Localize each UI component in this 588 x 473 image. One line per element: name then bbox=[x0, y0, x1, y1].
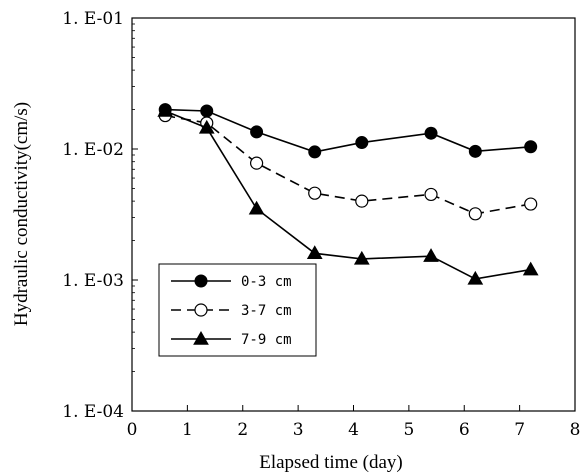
x-tick-label: 5 bbox=[403, 420, 414, 440]
data-point-series-2 bbox=[424, 187, 438, 202]
legend-label-2: 3-7 cm bbox=[241, 303, 292, 319]
x-tick-label: 2 bbox=[237, 420, 248, 440]
x-tick-label: 4 bbox=[348, 420, 359, 440]
data-point-series-1 bbox=[355, 136, 369, 150]
y-tick-label: 1. E-02 bbox=[62, 140, 124, 160]
legend-box bbox=[158, 263, 317, 357]
legend-label-3: 7-9 cm bbox=[241, 332, 292, 348]
series-line-1 bbox=[165, 108, 531, 153]
data-point-series-1 bbox=[200, 104, 214, 118]
data-point-series-3 bbox=[423, 248, 439, 262]
data-point-series-3 bbox=[198, 119, 215, 134]
data-point-series-2 bbox=[249, 156, 264, 170]
y-tick-label: 1. E-01 bbox=[62, 9, 124, 29]
legend-marker-2 bbox=[194, 303, 208, 317]
x-tick-label: 6 bbox=[459, 420, 470, 440]
data-point-series-2 bbox=[355, 194, 369, 208]
series-line-3 bbox=[164, 110, 531, 280]
data-point-series-3 bbox=[248, 200, 265, 215]
y-axis-title: Hydraulic conductivity(cm/s) bbox=[11, 102, 32, 326]
series-layer bbox=[157, 102, 539, 285]
data-point-series-3 bbox=[467, 270, 484, 285]
legend-marker-3 bbox=[193, 330, 209, 345]
data-point-series-3 bbox=[522, 261, 539, 276]
legend-label-1: 0-3 cm bbox=[241, 274, 292, 290]
x-tick-label: 7 bbox=[514, 420, 525, 440]
data-point-series-2 bbox=[308, 186, 322, 200]
data-point-series-3 bbox=[306, 245, 323, 260]
y-tick-label: 1. E-03 bbox=[62, 271, 124, 291]
x-tick-label: 1 bbox=[182, 420, 193, 440]
data-point-series-1 bbox=[250, 125, 264, 139]
x-axis-ticks: 0 1 2 3 4 5 6 7 8 bbox=[127, 405, 581, 440]
y-axis-ticks: 1. E-01 1. E-02 1. E-03 1. E-04 bbox=[62, 9, 138, 422]
y-tick-label: 1. E-04 bbox=[62, 402, 124, 422]
data-point-series-3 bbox=[353, 250, 370, 265]
data-point-series-3 bbox=[157, 102, 174, 117]
x-tick-label: 0 bbox=[127, 420, 138, 440]
series-line-2 bbox=[165, 114, 531, 215]
data-point-series-1 bbox=[524, 140, 538, 154]
x-axis-title: Elapsed time (day) bbox=[259, 452, 403, 473]
data-point-series-1 bbox=[468, 144, 482, 158]
x-tick-label: 8 bbox=[570, 420, 581, 440]
data-point-series-1 bbox=[308, 145, 322, 159]
data-point-series-2 bbox=[524, 197, 538, 211]
legend: 0-3 cm 3-7 cm 7-9 cm bbox=[158, 263, 317, 357]
x-tick-label: 3 bbox=[293, 420, 304, 440]
data-point-series-1 bbox=[424, 126, 438, 140]
legend-marker-1 bbox=[194, 274, 208, 288]
data-point-series-2 bbox=[468, 207, 482, 221]
